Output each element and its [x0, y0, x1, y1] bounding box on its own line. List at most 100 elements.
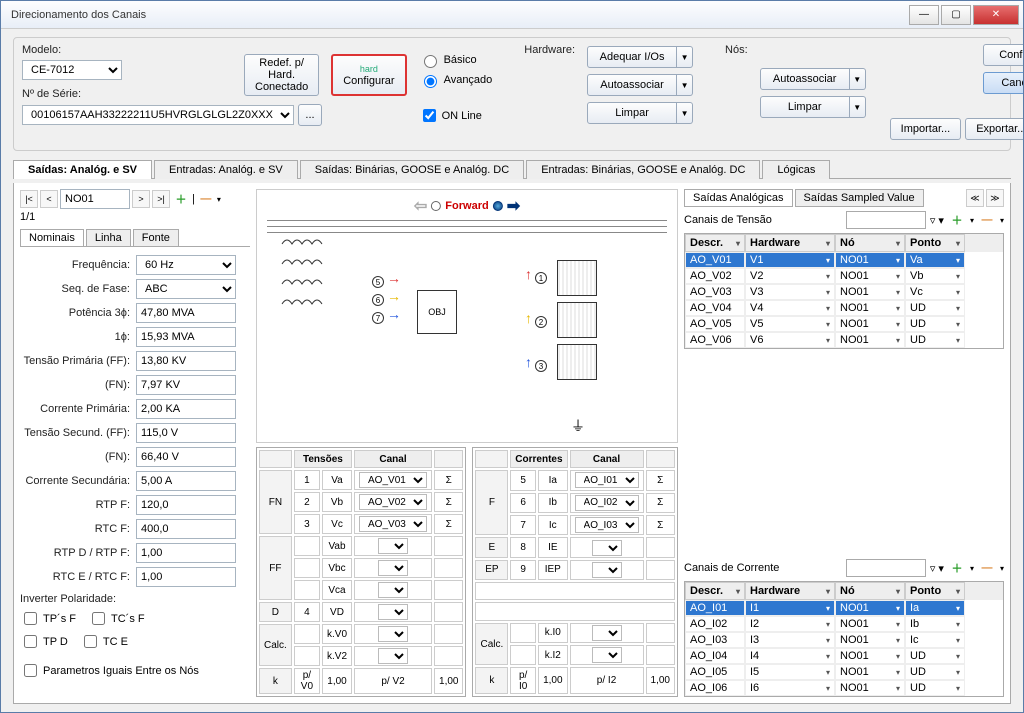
- table-row[interactable]: AO_V02V2▾NO01▾Vb▾: [685, 268, 1003, 284]
- sigma-icon[interactable]: Σ: [434, 470, 463, 490]
- nos-autoassociar-button[interactable]: Autoassociar: [760, 68, 850, 90]
- table-row[interactable]: AO_I06I6▾NO01▾UD▾: [685, 680, 1003, 696]
- confirmar-button[interactable]: Confirmar: [983, 44, 1023, 66]
- rtpd-input[interactable]: [136, 543, 236, 563]
- minimize-button[interactable]: —: [909, 5, 939, 25]
- adequar-drop[interactable]: ▼: [677, 46, 693, 68]
- param-check[interactable]: Parametros Iguais Entre os Nós: [20, 661, 250, 680]
- freq-select[interactable]: 60 Hz: [136, 255, 236, 275]
- hw-autoassociar-button[interactable]: Autoassociar: [587, 74, 677, 96]
- fn1-input[interactable]: [136, 375, 236, 395]
- tpd-check[interactable]: TP D: [20, 632, 68, 651]
- subtab-linha[interactable]: Linha: [86, 229, 131, 246]
- corrente-remove-icon[interactable]: —: [978, 559, 996, 577]
- col-no[interactable]: Nó▾: [835, 234, 905, 252]
- fn2-input[interactable]: [136, 447, 236, 467]
- tab-entradas-analog[interactable]: Entradas: Analóg. e SV: [154, 160, 298, 179]
- canal-ic[interactable]: AO_I03: [575, 517, 639, 533]
- sigma-icon[interactable]: Σ: [434, 492, 463, 512]
- rnav-prev[interactable]: ≪: [966, 189, 984, 207]
- tab-logicas[interactable]: Lógicas: [762, 160, 830, 179]
- importar-button[interactable]: Importar...: [890, 118, 962, 140]
- hw-limpar-button[interactable]: Limpar: [587, 102, 677, 124]
- nav-prev[interactable]: <: [40, 190, 58, 208]
- canal-vc[interactable]: AO_V03: [359, 516, 427, 532]
- tpsf-check[interactable]: TP´s F: [20, 609, 76, 628]
- canal-kv2[interactable]: [378, 648, 408, 664]
- tce-check[interactable]: TC E: [80, 632, 128, 651]
- canal-vd[interactable]: [378, 604, 408, 620]
- hw-autoassociar-drop[interactable]: ▼: [677, 74, 693, 96]
- sigma-icon[interactable]: Σ: [646, 515, 675, 535]
- sigma-icon[interactable]: Σ: [646, 470, 675, 490]
- serie-select[interactable]: 00106157AAH33222211U5HVRGLGLGL2Z0XXX: [22, 105, 294, 125]
- rnav-next[interactable]: ≫: [986, 189, 1004, 207]
- col-hw[interactable]: Hardware▾: [745, 582, 835, 600]
- tab-saidas-bin[interactable]: Saídas: Binárias, GOOSE e Analóg. DC: [300, 160, 524, 179]
- corrente-add-icon[interactable]: ＋: [948, 559, 966, 577]
- canal-vab[interactable]: [378, 538, 408, 554]
- table-row[interactable]: AO_V06V6▾NO01▾UD▾: [685, 332, 1003, 348]
- reverse-radio[interactable]: [431, 201, 441, 211]
- table-row[interactable]: AO_I05I5▾NO01▾UD▾: [685, 664, 1003, 680]
- modelo-select[interactable]: CE-7012: [22, 60, 122, 80]
- table-row[interactable]: AO_V05V5▾NO01▾UD▾: [685, 316, 1003, 332]
- pot1-input[interactable]: [136, 327, 236, 347]
- corrente-filter[interactable]: [846, 559, 926, 577]
- col-descr[interactable]: Descr.▾: [685, 582, 745, 600]
- nos-limpar-drop[interactable]: ▼: [850, 96, 866, 118]
- subtab-fonte[interactable]: Fonte: [133, 229, 179, 246]
- add-node-icon[interactable]: ＋: [172, 190, 190, 208]
- tensao-filter[interactable]: [846, 211, 926, 229]
- tab-saidas-analog[interactable]: Saídas: Analóg. e SV: [13, 160, 152, 179]
- tensao-remove-icon[interactable]: —: [978, 211, 996, 229]
- col-hw[interactable]: Hardware▾: [745, 234, 835, 252]
- maximize-button[interactable]: ▢: [941, 5, 971, 25]
- table-row[interactable]: AO_I02I2▾NO01▾Ib▾: [685, 616, 1003, 632]
- cp-input[interactable]: [136, 399, 236, 419]
- table-row[interactable]: AO_I04I4▾NO01▾UD▾: [685, 648, 1003, 664]
- table-row[interactable]: AO_V03V3▾NO01▾Vc▾: [685, 284, 1003, 300]
- table-row[interactable]: AO_V04V4▾NO01▾UD▾: [685, 300, 1003, 316]
- tcsf-check[interactable]: TC´s F: [88, 609, 145, 628]
- rtcf-input[interactable]: [136, 519, 236, 539]
- tab-entradas-bin[interactable]: Entradas: Binárias, GOOSE e Analóg. DC: [526, 160, 760, 179]
- tpff-input[interactable]: [136, 351, 236, 371]
- close-button[interactable]: ✕: [973, 5, 1019, 25]
- nav-last[interactable]: >|: [152, 190, 170, 208]
- rtpf-input[interactable]: [136, 495, 236, 515]
- cs-input[interactable]: [136, 471, 236, 491]
- online-check[interactable]: ON Line: [419, 106, 493, 125]
- cancelar-button[interactable]: Cancelar: [983, 72, 1023, 94]
- rtab-sampled[interactable]: Saídas Sampled Value: [795, 189, 924, 207]
- tensao-add-icon[interactable]: ＋: [948, 211, 966, 229]
- hw-limpar-drop[interactable]: ▼: [677, 102, 693, 124]
- sigma-icon[interactable]: Σ: [646, 493, 675, 513]
- col-descr[interactable]: Descr.▾: [685, 234, 745, 252]
- serie-more-button[interactable]: ...: [298, 104, 322, 126]
- seq-select[interactable]: ABC: [136, 279, 236, 299]
- rtab-analogicas[interactable]: Saídas Analógicas: [684, 189, 793, 207]
- exportar-button[interactable]: Exportar...: [965, 118, 1023, 140]
- filter-icon[interactable]: ▿ ▾: [930, 214, 944, 227]
- nav-first[interactable]: |<: [20, 190, 38, 208]
- canal-vbc[interactable]: [378, 560, 408, 576]
- adequar-button[interactable]: Adequar I/Os: [587, 46, 677, 68]
- nav-next[interactable]: >: [132, 190, 150, 208]
- filter-icon[interactable]: ▿ ▾: [930, 562, 944, 575]
- table-row[interactable]: AO_I03I3▾NO01▾Ic▾: [685, 632, 1003, 648]
- subtab-nominais[interactable]: Nominais: [20, 229, 84, 246]
- node-input[interactable]: [60, 189, 130, 209]
- nos-limpar-button[interactable]: Limpar: [760, 96, 850, 118]
- sigma-icon[interactable]: Σ: [434, 514, 463, 534]
- canal-ia[interactable]: AO_I01: [575, 472, 639, 488]
- configurar-button[interactable]: hardConfigurar: [331, 54, 406, 96]
- canal-iep[interactable]: [592, 562, 622, 578]
- rtce-input[interactable]: [136, 567, 236, 587]
- pot3-input[interactable]: [136, 303, 236, 323]
- table-row[interactable]: AO_I01I1▾NO01▾Ia▾: [685, 600, 1003, 616]
- canal-vca[interactable]: [378, 582, 408, 598]
- basico-radio[interactable]: Básico: [419, 52, 493, 68]
- canal-ki0[interactable]: [592, 625, 622, 641]
- canal-ib[interactable]: AO_I02: [575, 495, 639, 511]
